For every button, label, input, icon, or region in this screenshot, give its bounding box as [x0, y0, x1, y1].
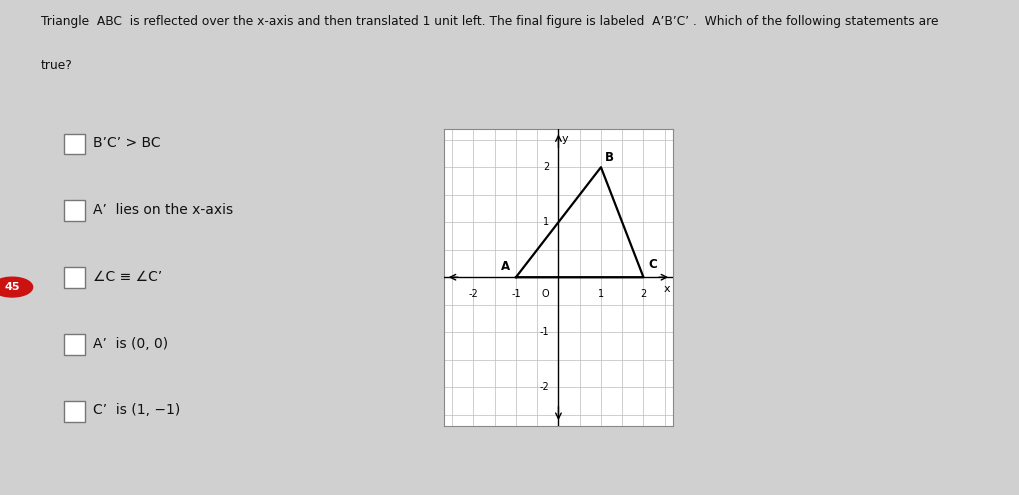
Bar — [64, 200, 85, 221]
Text: -1: -1 — [511, 289, 521, 299]
Text: y: y — [561, 134, 568, 144]
Text: O: O — [541, 289, 548, 299]
Text: -1: -1 — [539, 327, 548, 337]
Text: A: A — [500, 260, 510, 273]
Bar — [64, 401, 85, 422]
Text: C’  is (1, −1): C’ is (1, −1) — [93, 403, 180, 417]
Bar — [64, 267, 85, 288]
Text: B: B — [604, 151, 613, 164]
Text: 45: 45 — [4, 282, 20, 292]
Text: 1: 1 — [597, 289, 603, 299]
Text: x: x — [663, 284, 669, 295]
Text: 2: 2 — [640, 289, 646, 299]
Text: true?: true? — [41, 59, 72, 72]
Text: -2: -2 — [539, 382, 548, 392]
Bar — [64, 134, 85, 154]
Text: 1: 1 — [542, 217, 548, 227]
Text: A’  is (0, 0): A’ is (0, 0) — [93, 337, 168, 350]
Text: -2: -2 — [468, 289, 478, 299]
Text: ∠C ≡ ∠C’: ∠C ≡ ∠C’ — [93, 270, 162, 284]
Text: A’  lies on the x-axis: A’ lies on the x-axis — [93, 203, 232, 217]
Text: 2: 2 — [542, 162, 548, 172]
Text: B’C’ > BC: B’C’ > BC — [93, 136, 160, 150]
Circle shape — [0, 277, 33, 297]
Bar — [64, 334, 85, 355]
Text: C: C — [648, 257, 656, 271]
Text: Triangle  ABC  is reflected over the x-axis and then translated 1 unit left. The: Triangle ABC is reflected over the x-axi… — [41, 15, 937, 28]
